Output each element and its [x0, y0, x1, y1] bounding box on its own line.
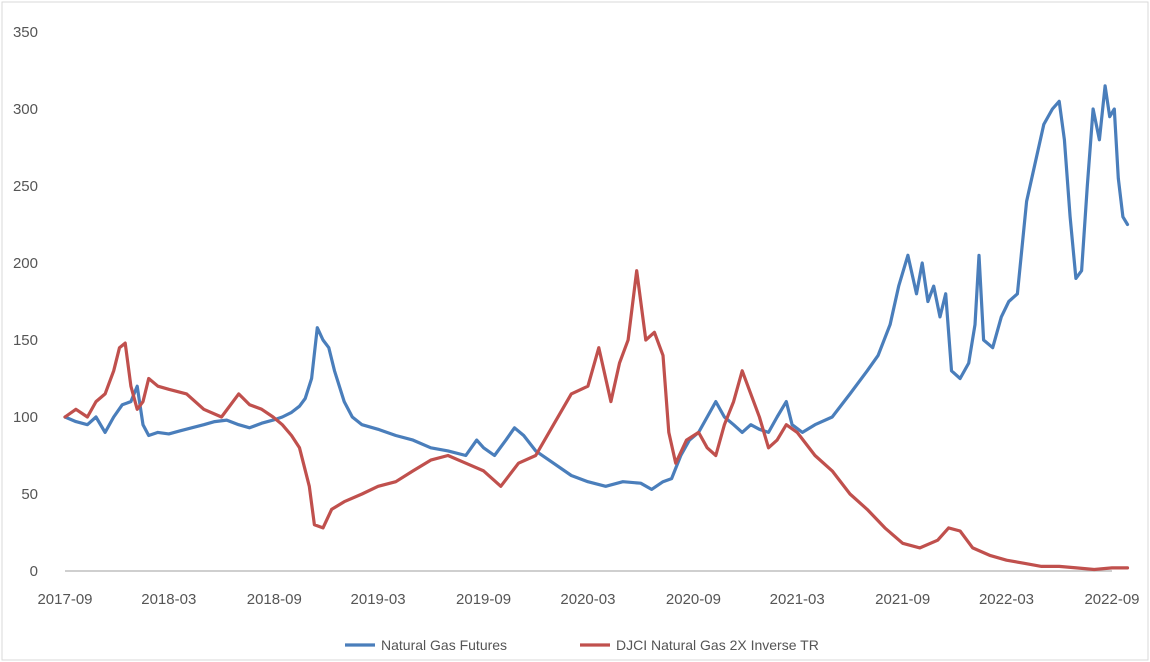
y-tick-label: 250 — [13, 178, 38, 195]
legend-label: DJCI Natural Gas 2X Inverse TR — [616, 637, 819, 653]
y-tick-label: 100 — [13, 409, 38, 426]
x-tick-label: 2018-09 — [247, 591, 302, 608]
y-tick-label: 300 — [13, 101, 38, 118]
y-tick-label: 0 — [30, 563, 38, 580]
legend: Natural Gas Futures DJCI Natural Gas 2X I… — [345, 637, 819, 653]
x-tick-label: 2020-09 — [666, 591, 721, 608]
x-tick-label: 2018-03 — [141, 591, 196, 608]
x-tick-label: 2022-03 — [979, 591, 1034, 608]
series-line-2 — [63, 269, 1130, 572]
series-lines — [63, 84, 1130, 572]
y-axis-tick-labels: 0 50 100 150 200 250 300 350 — [13, 24, 38, 580]
y-tick-label: 200 — [13, 255, 38, 272]
x-tick-label: 2021-03 — [770, 591, 825, 608]
x-tick-label: 2019-03 — [351, 591, 406, 608]
y-tick-label: 50 — [21, 486, 38, 503]
x-tick-label: 2022-09 — [1084, 591, 1139, 608]
x-axis-tick-labels: 2017-09 2018-03 2018-09 2019-03 2019-09 2020-… — [37, 591, 1139, 608]
x-tick-label: 2017-09 — [37, 591, 92, 608]
x-tick-label: 2021-09 — [875, 591, 930, 608]
y-tick-label: 150 — [13, 332, 38, 349]
y-tick-label: 350 — [13, 24, 38, 41]
x-tick-label: 2019-09 — [456, 591, 511, 608]
x-tick-label: 2020-03 — [560, 591, 615, 608]
legend-label: Natural Gas Futures — [381, 637, 507, 653]
